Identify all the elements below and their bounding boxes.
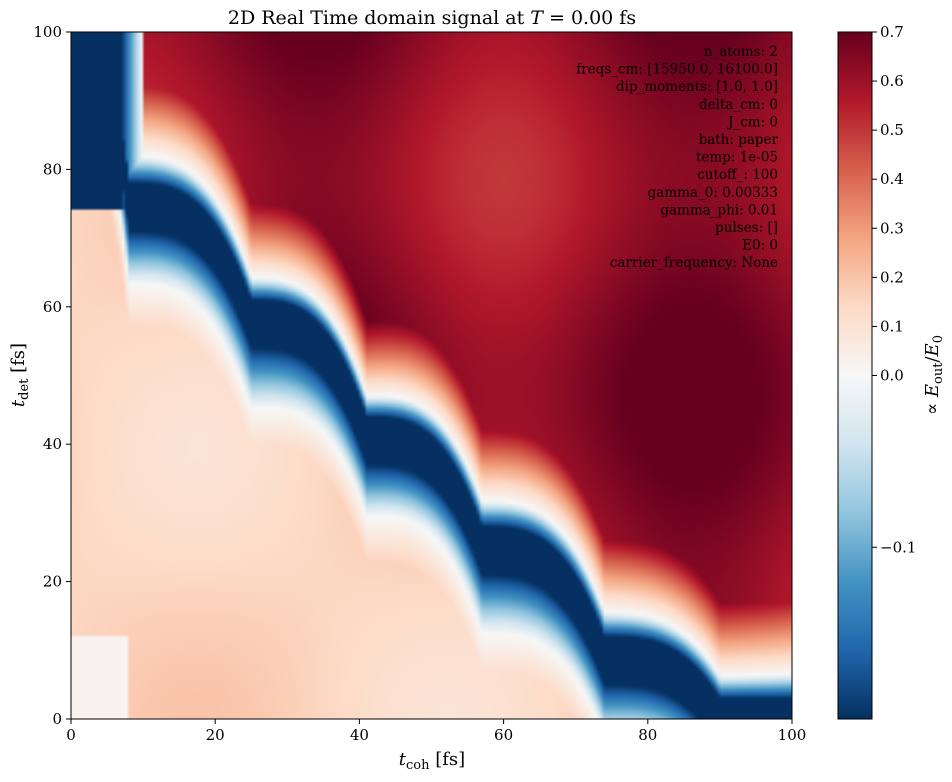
x-tick-label: 20 [206,726,225,744]
parameter-line: temp: 1e-05 [696,150,778,166]
colorbar-tick-label: 0.4 [880,170,904,188]
y-axis-label: tdet [fs] [8,343,32,407]
colorbar-tick-label: 0.2 [880,268,904,286]
y-tick-label: 0 [52,710,62,728]
colorbar-ticks: 0.7 0.6 0.5 0.4 0.3 0.2 0.1 0.0 −0.1 [872,23,916,556]
x-axis-ticks: 0 20 40 60 80 100 [66,719,806,744]
chart-title: 2D Real Time domain signal at T = 0.00 f… [228,7,636,29]
plot-area [71,32,792,719]
parameter-line: carrier_frequency: None [610,255,778,271]
parameter-box [585,40,785,273]
colorbar-tick-label: −0.1 [880,538,916,556]
parameter-line: gamma_phi: 0.01 [660,202,778,218]
parameter-line: delta_cm: 0 [699,97,778,113]
x-tick-label: 0 [66,726,76,744]
colorbar-tick-label: 0.6 [880,72,904,90]
parameter-line: E0: 0 [742,238,778,254]
parameter-line: freqs_cm: [15950.0, 16100.0] [576,62,778,78]
x-tick-label: 40 [350,726,369,744]
parameter-line: cutoff_: 100 [697,167,778,183]
y-axis-ticks: 0 20 40 60 80 100 [33,23,71,728]
colorbar-tick-label: 0.7 [880,23,904,41]
colorbar-tick-label: 0.3 [880,219,904,237]
colorbar-tick-label: 0.0 [880,367,904,385]
x-tick-label: 60 [494,726,513,744]
colorbar-tick-label: 0.1 [880,317,904,335]
y-tick-label: 80 [43,160,62,178]
parameter-line: pulses: [] [715,220,778,236]
parameter-line: bath: paper [699,132,779,148]
y-tick-label: 40 [43,435,62,453]
x-tick-label: 100 [778,726,807,744]
x-axis-label: tcoh [fs] [399,749,465,773]
y-tick-label: 60 [43,298,62,316]
x-tick-label: 80 [638,726,657,744]
colorbar-tick-label: 0.5 [880,121,904,139]
parameter-line: n_atoms: 2 [704,44,778,60]
parameter-line: J_cm: 0 [726,114,778,130]
y-tick-label: 20 [43,573,62,591]
parameter-line: dip_moments: [1.0, 1.0] [616,79,778,95]
colorbar-gradient [838,32,872,719]
plot-frame [70,31,793,720]
parameter-annotations: n_atoms: 2 freqs_cm: [15950.0, 16100.0]di… [576,44,778,271]
heatmap-image [71,32,792,719]
colorbar-label: ∝ Eout/E0 [922,335,946,415]
parameter-line: gamma_0: 0.00333 [648,185,778,201]
y-tick-label: 100 [33,23,62,41]
